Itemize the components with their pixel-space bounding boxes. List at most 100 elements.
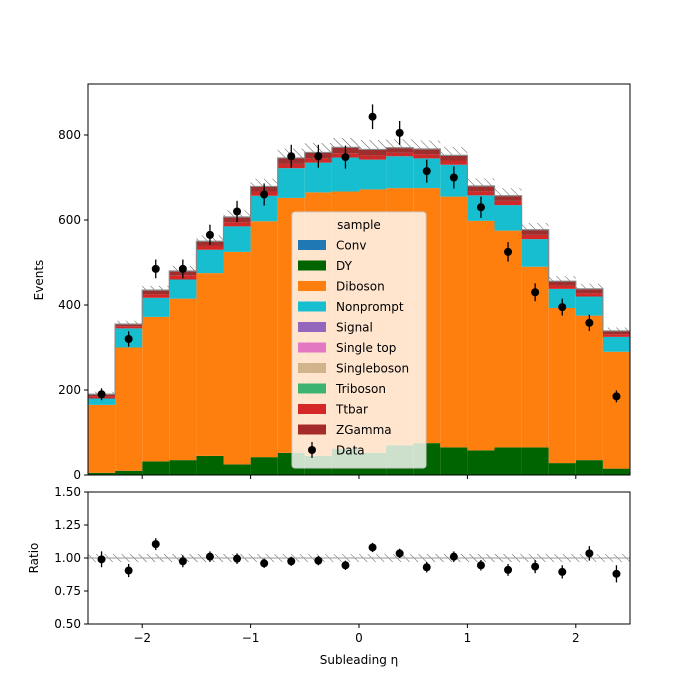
bar-ttbar xyxy=(602,334,630,337)
ratio-point xyxy=(260,559,269,568)
legend-label: Nonprompt xyxy=(336,300,404,314)
bar-diboson xyxy=(142,316,170,462)
bar-dy xyxy=(142,461,170,475)
bar-nonprompt xyxy=(88,398,116,405)
bar-diboson xyxy=(88,404,116,473)
data-point xyxy=(205,230,214,239)
bar-diboson xyxy=(223,251,251,465)
ratio-point xyxy=(531,562,540,571)
ratio-plot-frame xyxy=(87,491,631,625)
x-axis-label: Subleading η xyxy=(320,653,399,667)
main-y-axis: 0 200 400 600 800 xyxy=(58,128,88,482)
legend-title: sample xyxy=(337,218,381,232)
bar-diboson xyxy=(115,347,143,471)
bar-nonprompt xyxy=(386,156,414,189)
legend-swatch xyxy=(298,301,326,312)
ratio-point xyxy=(124,566,133,575)
bar-ttbar xyxy=(223,222,251,227)
bar-dy xyxy=(169,460,197,475)
bar-diboson xyxy=(196,273,224,456)
ratio-point xyxy=(151,540,160,549)
bar-nonprompt xyxy=(602,336,630,352)
legend-swatch xyxy=(298,342,326,353)
bar-nonprompt xyxy=(548,288,576,308)
data-point xyxy=(151,264,160,273)
ratio-y-label: Ratio xyxy=(27,543,41,574)
bar-dy xyxy=(494,447,522,475)
legend-swatch xyxy=(298,404,326,414)
legend-swatch xyxy=(298,240,326,250)
legend-swatch xyxy=(298,322,326,332)
bar-diboson xyxy=(169,298,197,461)
data-point xyxy=(585,318,594,327)
legend-label: Singleboson xyxy=(336,362,409,376)
data-point xyxy=(314,152,323,161)
bar-dy xyxy=(440,447,468,475)
legend-swatch xyxy=(298,424,326,435)
legend-label: DY xyxy=(336,259,353,273)
ratio-points xyxy=(97,538,621,583)
bar-diboson xyxy=(602,351,630,469)
bar-nonprompt xyxy=(494,205,522,231)
ratio-y-tick-label: 0.75 xyxy=(54,584,81,598)
ratio-point xyxy=(368,543,377,552)
ratio-point xyxy=(504,565,513,574)
bar-dy xyxy=(88,472,116,475)
data-point xyxy=(178,264,187,273)
legend-label: Ttbar xyxy=(335,403,368,417)
ratio-point xyxy=(476,561,485,570)
bar-dy xyxy=(223,464,251,475)
legend-marker xyxy=(308,446,316,454)
data-point xyxy=(368,112,377,121)
ratio-y-tick-label: 1.50 xyxy=(54,485,81,499)
legend-label: Triboson xyxy=(335,382,386,396)
main-panel: 0 200 400 600 800 Events sample Conv DY Diboson… xyxy=(32,83,631,482)
ratio-point xyxy=(341,561,350,570)
bar-diboson xyxy=(250,221,278,458)
y-tick-label: 600 xyxy=(58,213,81,227)
y-tick-label: 200 xyxy=(58,383,81,397)
y-tick-label: 400 xyxy=(58,298,81,312)
x-tick-label: 0 xyxy=(355,631,363,645)
bar-ttbar xyxy=(196,245,224,250)
bar-ttbar xyxy=(575,293,603,297)
bar-dy xyxy=(467,450,495,475)
y-tick-label: 800 xyxy=(58,128,81,142)
ratio-point xyxy=(395,549,404,558)
bar-dy xyxy=(250,457,278,475)
y-tick-label: 0 xyxy=(73,468,81,482)
ratio-point xyxy=(287,557,296,566)
legend-label: Signal xyxy=(336,321,373,335)
ratio-point xyxy=(612,569,621,578)
main-plot-frame xyxy=(87,83,631,476)
legend: sample Conv DY Diboson Nonprompt Signal Single… xyxy=(291,211,427,469)
bar-nonprompt xyxy=(196,249,224,274)
data-point xyxy=(531,288,540,297)
legend-label: Conv xyxy=(336,239,366,253)
ratio-y-axis: 0.50 0.75 1.00 1.25 1.50 xyxy=(54,485,88,631)
data-point xyxy=(124,335,133,343)
legend-label: Single top xyxy=(336,341,396,355)
ratio-point xyxy=(558,567,567,576)
data-point xyxy=(476,203,485,212)
legend-swatch xyxy=(298,363,326,373)
bar-ttbar xyxy=(142,294,170,298)
data-point xyxy=(260,190,269,199)
ratio-point xyxy=(585,549,594,558)
bar-ttbar xyxy=(521,234,549,240)
bar-dy xyxy=(575,460,603,475)
ratio-x-axis: −2 −1 0 1 2 xyxy=(133,624,580,645)
legend-swatch xyxy=(298,383,326,394)
bar-diboson xyxy=(440,196,468,448)
mc-total-step-line xyxy=(88,146,630,475)
legend-label: Diboson xyxy=(336,280,385,294)
bar-dy xyxy=(521,447,549,475)
bar-nonprompt xyxy=(223,226,251,252)
data-point xyxy=(558,303,567,312)
bar-diboson xyxy=(467,220,495,451)
legend-label: ZGamma xyxy=(336,423,392,437)
legend-label: Data xyxy=(336,444,365,458)
data-point xyxy=(341,153,350,162)
ratio-point xyxy=(449,552,458,561)
bar-nonprompt xyxy=(521,239,549,267)
